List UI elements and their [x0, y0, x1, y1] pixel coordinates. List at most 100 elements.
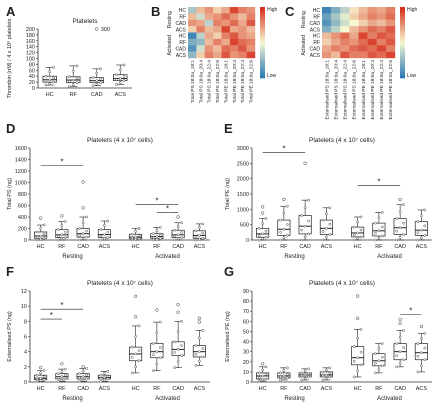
legend-swatch	[260, 30, 265, 34]
data-point	[423, 208, 427, 212]
data-point	[423, 234, 427, 237]
legend-swatch	[260, 54, 265, 58]
x-tick-label: HC	[46, 92, 54, 98]
legend-swatch	[400, 42, 405, 46]
data-point	[176, 330, 180, 333]
row-group-label: Resting	[167, 11, 173, 28]
outlier-point	[81, 365, 85, 369]
data-point	[115, 78, 118, 81]
data-point	[395, 229, 398, 233]
data-point	[78, 376, 81, 380]
data-point	[352, 225, 356, 229]
data-point	[381, 211, 384, 214]
column-label: Total PE 18:0a_18:1	[223, 60, 229, 104]
heatmap-cell	[385, 26, 396, 33]
data-point	[264, 373, 268, 376]
chart-panel-g: Platelets (4 x 10⁷ cells) 0 10 20 30 40 50 60 70…	[225, 280, 432, 402]
heatmap-cell	[188, 45, 197, 52]
data-point	[300, 371, 303, 375]
legend-swatch	[400, 7, 405, 11]
heatmap-cell	[385, 13, 396, 20]
heatmap-cell	[367, 19, 377, 27]
column-label: Externalised PE 18:0a_22:6	[388, 60, 394, 120]
column-label: Total PE 18:0a_20:4	[232, 60, 238, 104]
heatmap-cell	[196, 51, 205, 59]
heatmap-cell	[204, 13, 214, 20]
heatmap-cell	[204, 26, 214, 33]
data-point	[95, 71, 99, 75]
outlier-point	[355, 294, 360, 298]
data-point	[325, 368, 328, 372]
data-point	[159, 346, 162, 349]
chart-title: Platelets	[73, 18, 99, 25]
y-tick-label: 140	[26, 45, 35, 51]
data-point	[99, 67, 102, 71]
data-point	[356, 237, 359, 240]
group-label: Activated	[377, 396, 402, 402]
heatmap-cell	[204, 51, 214, 59]
heatmap-cell	[340, 38, 350, 46]
data-point	[328, 372, 332, 375]
data-point	[159, 233, 162, 237]
data-point	[395, 238, 398, 242]
data-point	[134, 238, 137, 241]
data-point	[103, 378, 106, 382]
data-point	[99, 376, 103, 380]
legend-swatch	[400, 36, 405, 40]
row-label: CAD	[309, 21, 320, 27]
row-label: CAD	[309, 46, 320, 52]
heatmap-cell	[238, 32, 247, 40]
x-tick-label: ACS	[416, 386, 428, 392]
heatmap-cell	[204, 7, 214, 14]
significance-star: *	[282, 145, 285, 154]
data-point	[35, 377, 39, 381]
legend-swatch	[260, 12, 265, 17]
data-point	[359, 215, 363, 219]
x-tick-label: RF	[58, 386, 66, 392]
data-point	[328, 206, 332, 210]
data-point	[328, 233, 332, 236]
heatmap-cell	[221, 32, 231, 40]
data-point	[282, 227, 286, 231]
heatmap-cell	[322, 32, 332, 40]
heatmap-cell	[238, 26, 247, 33]
heatmap-cell	[367, 38, 377, 46]
data-point	[198, 226, 201, 229]
x-tick-label: HC	[259, 244, 267, 250]
outlier-point	[398, 317, 402, 321]
data-point	[328, 366, 332, 370]
data-point	[286, 234, 289, 237]
heatmap-cell	[246, 26, 256, 33]
data-point	[134, 235, 137, 239]
data-point	[257, 227, 261, 230]
outlier-point	[398, 197, 402, 202]
data-point	[57, 238, 60, 242]
heatmap-cell	[204, 38, 214, 46]
data-point	[321, 238, 325, 242]
heatmap-cell	[188, 13, 197, 20]
column-label: Total PS 18:0a_22:6	[215, 60, 221, 104]
panel-letter-c: C	[285, 4, 295, 19]
legend-swatch	[400, 33, 405, 37]
heatmap-cell	[340, 26, 350, 33]
y-tick-label: 1600	[15, 146, 27, 152]
heatmap-cell	[349, 13, 359, 20]
outlier-point	[133, 315, 138, 319]
x-tick-label: HC	[37, 244, 45, 250]
data-point	[42, 236, 46, 240]
data-point	[44, 74, 48, 78]
data-point	[264, 217, 268, 220]
data-point	[152, 369, 155, 372]
data-point	[282, 369, 286, 372]
outlier-point	[176, 303, 180, 307]
heatmap-cell	[322, 45, 332, 52]
data-point	[352, 233, 356, 237]
y-tick-label: 160	[26, 39, 35, 45]
data-point	[57, 234, 60, 238]
x-tick-label: ACS	[115, 92, 127, 98]
y-tick-label: 800	[18, 192, 27, 198]
data-point	[264, 377, 268, 381]
row-label: HC	[313, 34, 321, 40]
row-label: ACS	[310, 53, 321, 59]
data-point	[420, 337, 423, 340]
